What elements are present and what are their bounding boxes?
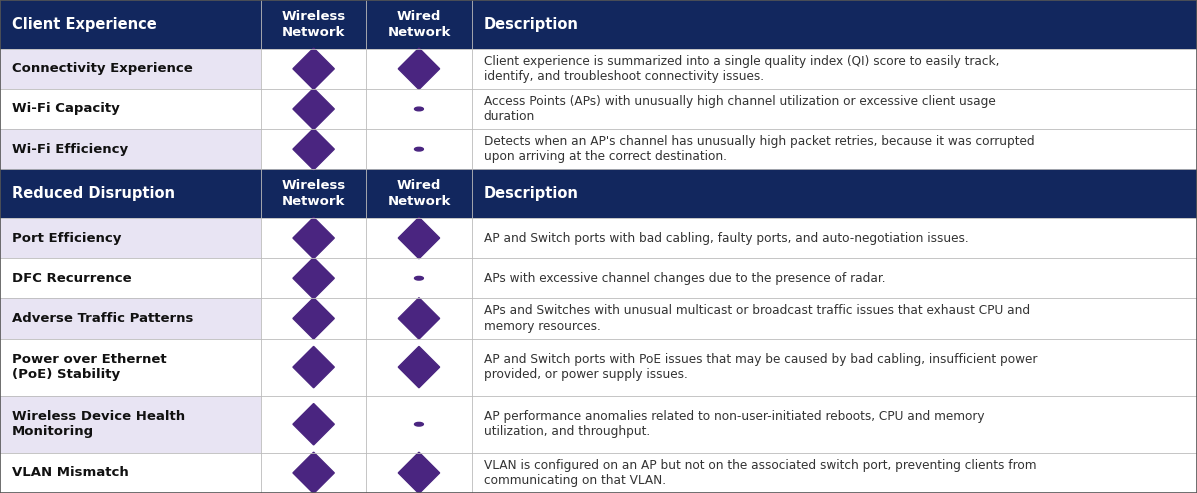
Bar — [0, 298, 261, 339]
Text: Wi-Fi Capacity: Wi-Fi Capacity — [12, 103, 120, 115]
Text: Wired
Network: Wired Network — [388, 179, 450, 208]
Text: AP and Switch ports with bad cabling, faulty ports, and auto-negotiation issues.: AP and Switch ports with bad cabling, fa… — [484, 232, 968, 245]
Text: DFC Recurrence: DFC Recurrence — [12, 272, 132, 285]
Polygon shape — [293, 404, 334, 445]
Text: Client experience is summarized into a single quality index (QI) score to easily: Client experience is summarized into a s… — [484, 55, 999, 83]
Polygon shape — [399, 48, 439, 89]
Bar — [261, 89, 366, 129]
Bar — [472, 298, 1197, 339]
Bar — [366, 218, 472, 258]
Bar — [0, 0, 1197, 49]
Bar — [261, 298, 366, 339]
Polygon shape — [293, 452, 334, 493]
Text: Wireless
Network: Wireless Network — [281, 179, 346, 208]
Text: Access Points (APs) with unusually high channel utilization or excessive client : Access Points (APs) with unusually high … — [484, 95, 996, 123]
Bar — [261, 339, 366, 396]
Text: AP performance anomalies related to non-user-initiated reboots, CPU and memory
u: AP performance anomalies related to non-… — [484, 410, 984, 438]
Circle shape — [414, 277, 424, 280]
Text: Port Efficiency: Port Efficiency — [12, 232, 121, 245]
Polygon shape — [293, 88, 334, 130]
Bar — [366, 129, 472, 169]
Bar — [366, 453, 472, 493]
Text: Adverse Traffic Patterns: Adverse Traffic Patterns — [12, 312, 194, 325]
Bar — [366, 396, 472, 453]
Bar — [366, 258, 472, 298]
Text: Description: Description — [484, 186, 578, 201]
Text: Power over Ethernet
(PoE) Stability: Power over Ethernet (PoE) Stability — [12, 353, 166, 382]
Bar — [0, 258, 261, 298]
Text: APs and Switches with unusual multicast or broadcast traffic issues that exhaust: APs and Switches with unusual multicast … — [484, 304, 1029, 333]
Text: Wired
Network: Wired Network — [388, 10, 450, 38]
Bar — [261, 129, 366, 169]
Bar — [0, 453, 261, 493]
Bar — [366, 49, 472, 89]
Bar — [0, 49, 261, 89]
Circle shape — [414, 107, 424, 111]
Bar — [366, 298, 472, 339]
Polygon shape — [293, 48, 334, 89]
Bar — [261, 49, 366, 89]
Text: VLAN Mismatch: VLAN Mismatch — [12, 466, 129, 479]
Bar — [261, 258, 366, 298]
Polygon shape — [399, 452, 439, 493]
Text: Wireless Device Health
Monitoring: Wireless Device Health Monitoring — [12, 410, 186, 438]
Polygon shape — [399, 347, 439, 388]
Bar — [472, 396, 1197, 453]
Bar — [261, 453, 366, 493]
Bar — [366, 89, 472, 129]
Polygon shape — [293, 257, 334, 299]
Text: Detects when an AP's channel has unusually high packet retries, because it was c: Detects when an AP's channel has unusual… — [484, 135, 1034, 163]
Polygon shape — [293, 217, 334, 259]
Polygon shape — [399, 298, 439, 339]
Text: Client Experience: Client Experience — [12, 17, 157, 32]
Bar — [366, 339, 472, 396]
Bar — [472, 339, 1197, 396]
Polygon shape — [293, 347, 334, 388]
Text: Reduced Disruption: Reduced Disruption — [12, 186, 175, 201]
Text: Wireless
Network: Wireless Network — [281, 10, 346, 38]
Bar — [0, 169, 1197, 218]
Bar — [0, 396, 261, 453]
Bar — [261, 218, 366, 258]
Text: Wi-Fi Efficiency: Wi-Fi Efficiency — [12, 142, 128, 156]
Bar — [472, 89, 1197, 129]
Text: APs with excessive channel changes due to the presence of radar.: APs with excessive channel changes due t… — [484, 272, 885, 285]
Bar — [472, 49, 1197, 89]
Polygon shape — [293, 298, 334, 339]
Bar — [0, 129, 261, 169]
Text: AP and Switch ports with PoE issues that may be caused by bad cabling, insuffici: AP and Switch ports with PoE issues that… — [484, 353, 1037, 382]
Bar — [0, 339, 261, 396]
Bar — [472, 218, 1197, 258]
Text: Connectivity Experience: Connectivity Experience — [12, 62, 193, 75]
Circle shape — [414, 147, 424, 151]
Bar — [472, 258, 1197, 298]
Text: Description: Description — [484, 17, 578, 32]
Text: VLAN is configured on an AP but not on the associated switch port, preventing cl: VLAN is configured on an AP but not on t… — [484, 458, 1037, 487]
Bar — [472, 453, 1197, 493]
Circle shape — [414, 423, 424, 426]
Bar — [261, 396, 366, 453]
Bar — [472, 129, 1197, 169]
Polygon shape — [293, 129, 334, 170]
Bar — [0, 218, 261, 258]
Bar — [0, 89, 261, 129]
Polygon shape — [399, 217, 439, 259]
